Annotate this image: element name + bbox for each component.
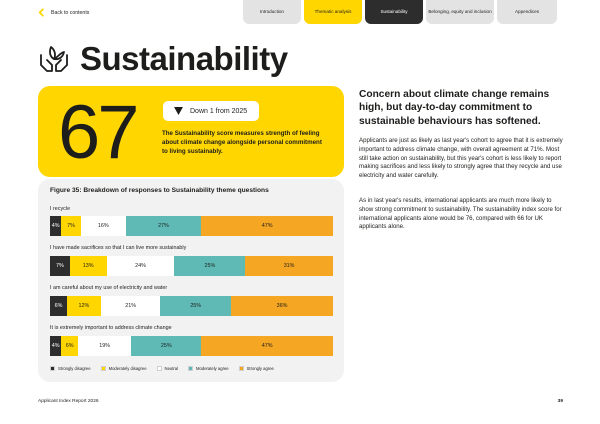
score-description: The Sustainability score measures streng… <box>162 130 322 155</box>
chart-bar-segment: 6% <box>50 296 67 316</box>
chart-bar-segment: 13% <box>69 256 107 276</box>
legend-item: Moderately disagree <box>100 366 147 371</box>
legend-swatch <box>156 366 162 371</box>
chart-bar-segment: 21% <box>100 296 161 316</box>
chart-bar-row-1: 7% 13% 24% 25% 31% <box>50 256 333 276</box>
chart-data-label: 27% <box>158 223 169 229</box>
legend-label: Strongly disagree <box>58 366 91 371</box>
chart-title: Figure 35: Breakdown of responses to Sus… <box>50 187 269 194</box>
chart-bar-segment: 31% <box>245 256 333 276</box>
figure-panel: Figure 35: Breakdown of responses to Sus… <box>38 179 344 382</box>
chart-category-label: I am careful about my use of electricity… <box>50 285 168 291</box>
chart-bar-segment: 47% <box>201 336 333 356</box>
score-change-badge: Down 1 from 2025 <box>163 101 259 121</box>
chart-bar-segment: 25% <box>160 296 232 316</box>
chart-bar-row-0: 4% 7% 16% 27% 47% <box>50 216 333 236</box>
legend-label: Moderately disagree <box>108 366 147 371</box>
chart-data-label: 47% <box>261 343 273 349</box>
chart-data-label: 6% <box>54 303 63 309</box>
score-value: 67 <box>58 90 140 175</box>
page-header: Sustainability <box>38 40 288 78</box>
section-heading: Concern about climate change remains hig… <box>359 89 550 127</box>
chart-data-label: 7% <box>56 263 64 269</box>
chart-bar-segment: 6% <box>61 336 78 356</box>
tab-introduction[interactable]: Introduction <box>243 0 301 24</box>
page-title: Sustainability <box>80 40 288 77</box>
chart-bar-segment: 7% <box>61 216 81 236</box>
footer-report-title: Applicant Index Report 2026 <box>38 399 99 404</box>
chart-category-label: I have made sacrifices so that I can liv… <box>50 245 187 251</box>
legend-swatch <box>50 366 55 371</box>
hands-leaf-icon <box>40 46 68 72</box>
chart-data-label: 16% <box>97 223 109 229</box>
chart-data-label: 13% <box>82 263 94 269</box>
chart-data-label: 24% <box>135 263 146 269</box>
chart-bar-segment: 27% <box>125 216 202 236</box>
legend-item: Strongly disagree <box>50 366 91 371</box>
chart-data-label: 47% <box>261 223 273 229</box>
legend-item: Strongly agree <box>238 366 274 371</box>
legend-swatch <box>238 366 244 371</box>
legend-label: Strongly agree <box>246 366 274 371</box>
body-paragraph-1: Applicants are just as likely as last ye… <box>359 137 563 180</box>
chart-data-label: 25% <box>204 263 216 269</box>
chart-bar-segment: 24% <box>106 256 175 276</box>
chart-bar-segment: 12% <box>66 296 101 316</box>
chart-bar-segment: 19% <box>78 336 132 356</box>
chart-bar-row-2: 6% 12% 21% 25% 36% <box>50 296 333 316</box>
chart-bar-segment: 4% <box>50 216 62 236</box>
chart-data-label: 4% <box>51 343 60 349</box>
body-paragraph-2: As in last year's results, international… <box>359 197 562 231</box>
chart-data-label: 19% <box>99 343 111 349</box>
score-change-text: Down 1 from 2025 <box>190 107 248 115</box>
chart-bar-row-3: 4% 6% 19% 25% 47% <box>50 336 333 356</box>
tab-belonging-equity-inclusion[interactable]: Belonging, equity and inclusion <box>426 0 494 24</box>
chevron-left-icon <box>38 8 44 17</box>
chart-data-label: 25% <box>160 343 172 349</box>
chart-category-label: It is extremely important to address cli… <box>50 325 172 331</box>
back-label: Back to contents <box>51 9 90 16</box>
chart-bar-segment: 4% <box>50 336 62 356</box>
chart-bar-segment: 16% <box>80 216 126 236</box>
tab-sustainability[interactable]: Sustainability <box>365 0 423 24</box>
chart-data-label: 7% <box>67 223 75 229</box>
back-to-contents-link[interactable]: Back to contents <box>37 8 89 17</box>
chart-category-label: I recycle <box>50 206 71 212</box>
legend-label: Moderately agree <box>196 366 229 371</box>
chart-data-label: 12% <box>78 303 90 309</box>
chart-data-label: 21% <box>125 303 137 309</box>
score-card: 67 Down 1 from 2025 The Sustainability s… <box>38 86 344 177</box>
legend-swatch <box>188 366 194 371</box>
chart-data-label: 6% <box>65 343 74 349</box>
chart-bar-segment: 36% <box>231 296 333 316</box>
legend-item: Neutral <box>156 366 179 371</box>
chart-data-label: 4% <box>51 223 60 229</box>
chart-data-label: 36% <box>276 303 288 309</box>
legend-label: Neutral <box>164 366 179 371</box>
chart-legend: Strongly disagree Moderately disagree Ne… <box>50 366 274 371</box>
chart-bar-segment: 7% <box>50 256 70 276</box>
triangle-down-icon <box>174 107 183 115</box>
chart-bar-segment: 25% <box>131 336 202 356</box>
chart-data-label: 25% <box>190 303 202 309</box>
chart-bar-segment: 25% <box>174 256 246 276</box>
tab-appendices[interactable]: Appendices <box>497 0 557 24</box>
section-tabs: Introduction Thematic analysis Sustainab… <box>243 0 557 24</box>
legend-item: Moderately agree <box>188 366 229 371</box>
tab-thematic-analysis[interactable]: Thematic analysis <box>304 0 362 24</box>
page-number: 39 <box>557 399 563 404</box>
chart-bar-segment: 47% <box>201 216 333 236</box>
chart-data-label: 31% <box>283 263 295 269</box>
legend-swatch <box>100 366 106 371</box>
